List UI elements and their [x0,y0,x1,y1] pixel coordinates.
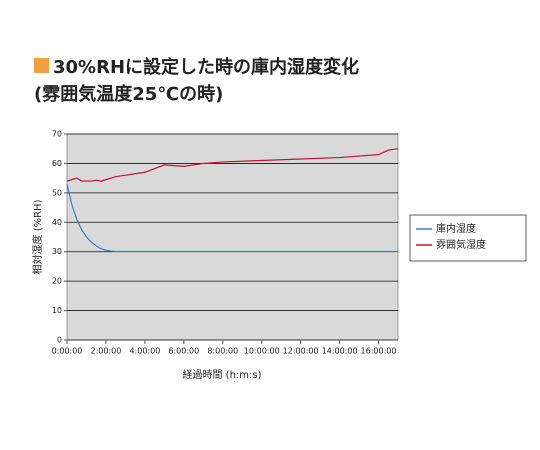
y-axis-label: 相対湿度 (%RH) [31,199,44,274]
legend-label: 雰囲気湿度 [436,238,486,251]
y-tick-label: 50 [52,188,62,197]
legend-label: 庫内湿度 [436,222,476,235]
x-tick-label: 14:00:00 [322,347,358,356]
y-tick-label: 0 [57,336,62,345]
x-tick-label: 6:00:00 [168,347,199,356]
x-tick-label: 0:00:00 [52,347,83,356]
data-line [66,183,398,253]
y-tick-label: 70 [52,130,62,139]
x-axis-label: 経過時間 (h:m:s) [182,368,261,381]
data-line [66,148,399,182]
y-tick-label: 60 [52,159,62,168]
y-tick-label: 40 [52,218,62,227]
x-tick-label: 12:00:00 [283,347,319,356]
chart-subtitle: (雰囲気温度25℃の時) [34,83,223,105]
x-tick-label: 16:00:00 [361,347,397,356]
x-tick-label: 8:00:00 [207,347,238,356]
title-marker [34,58,49,73]
x-tick-label: 2:00:00 [91,347,122,356]
y-tick-label: 30 [52,247,62,256]
x-tick-label: 4:00:00 [129,347,160,356]
y-tick-label: 20 [52,277,62,286]
legend-box [409,214,527,262]
x-tick-label: 10:00:00 [244,347,280,356]
y-tick-label: 10 [52,306,62,315]
chart-title: 30%RHに設定した時の庫内湿度変化 [53,56,359,78]
plot-area [66,133,399,341]
